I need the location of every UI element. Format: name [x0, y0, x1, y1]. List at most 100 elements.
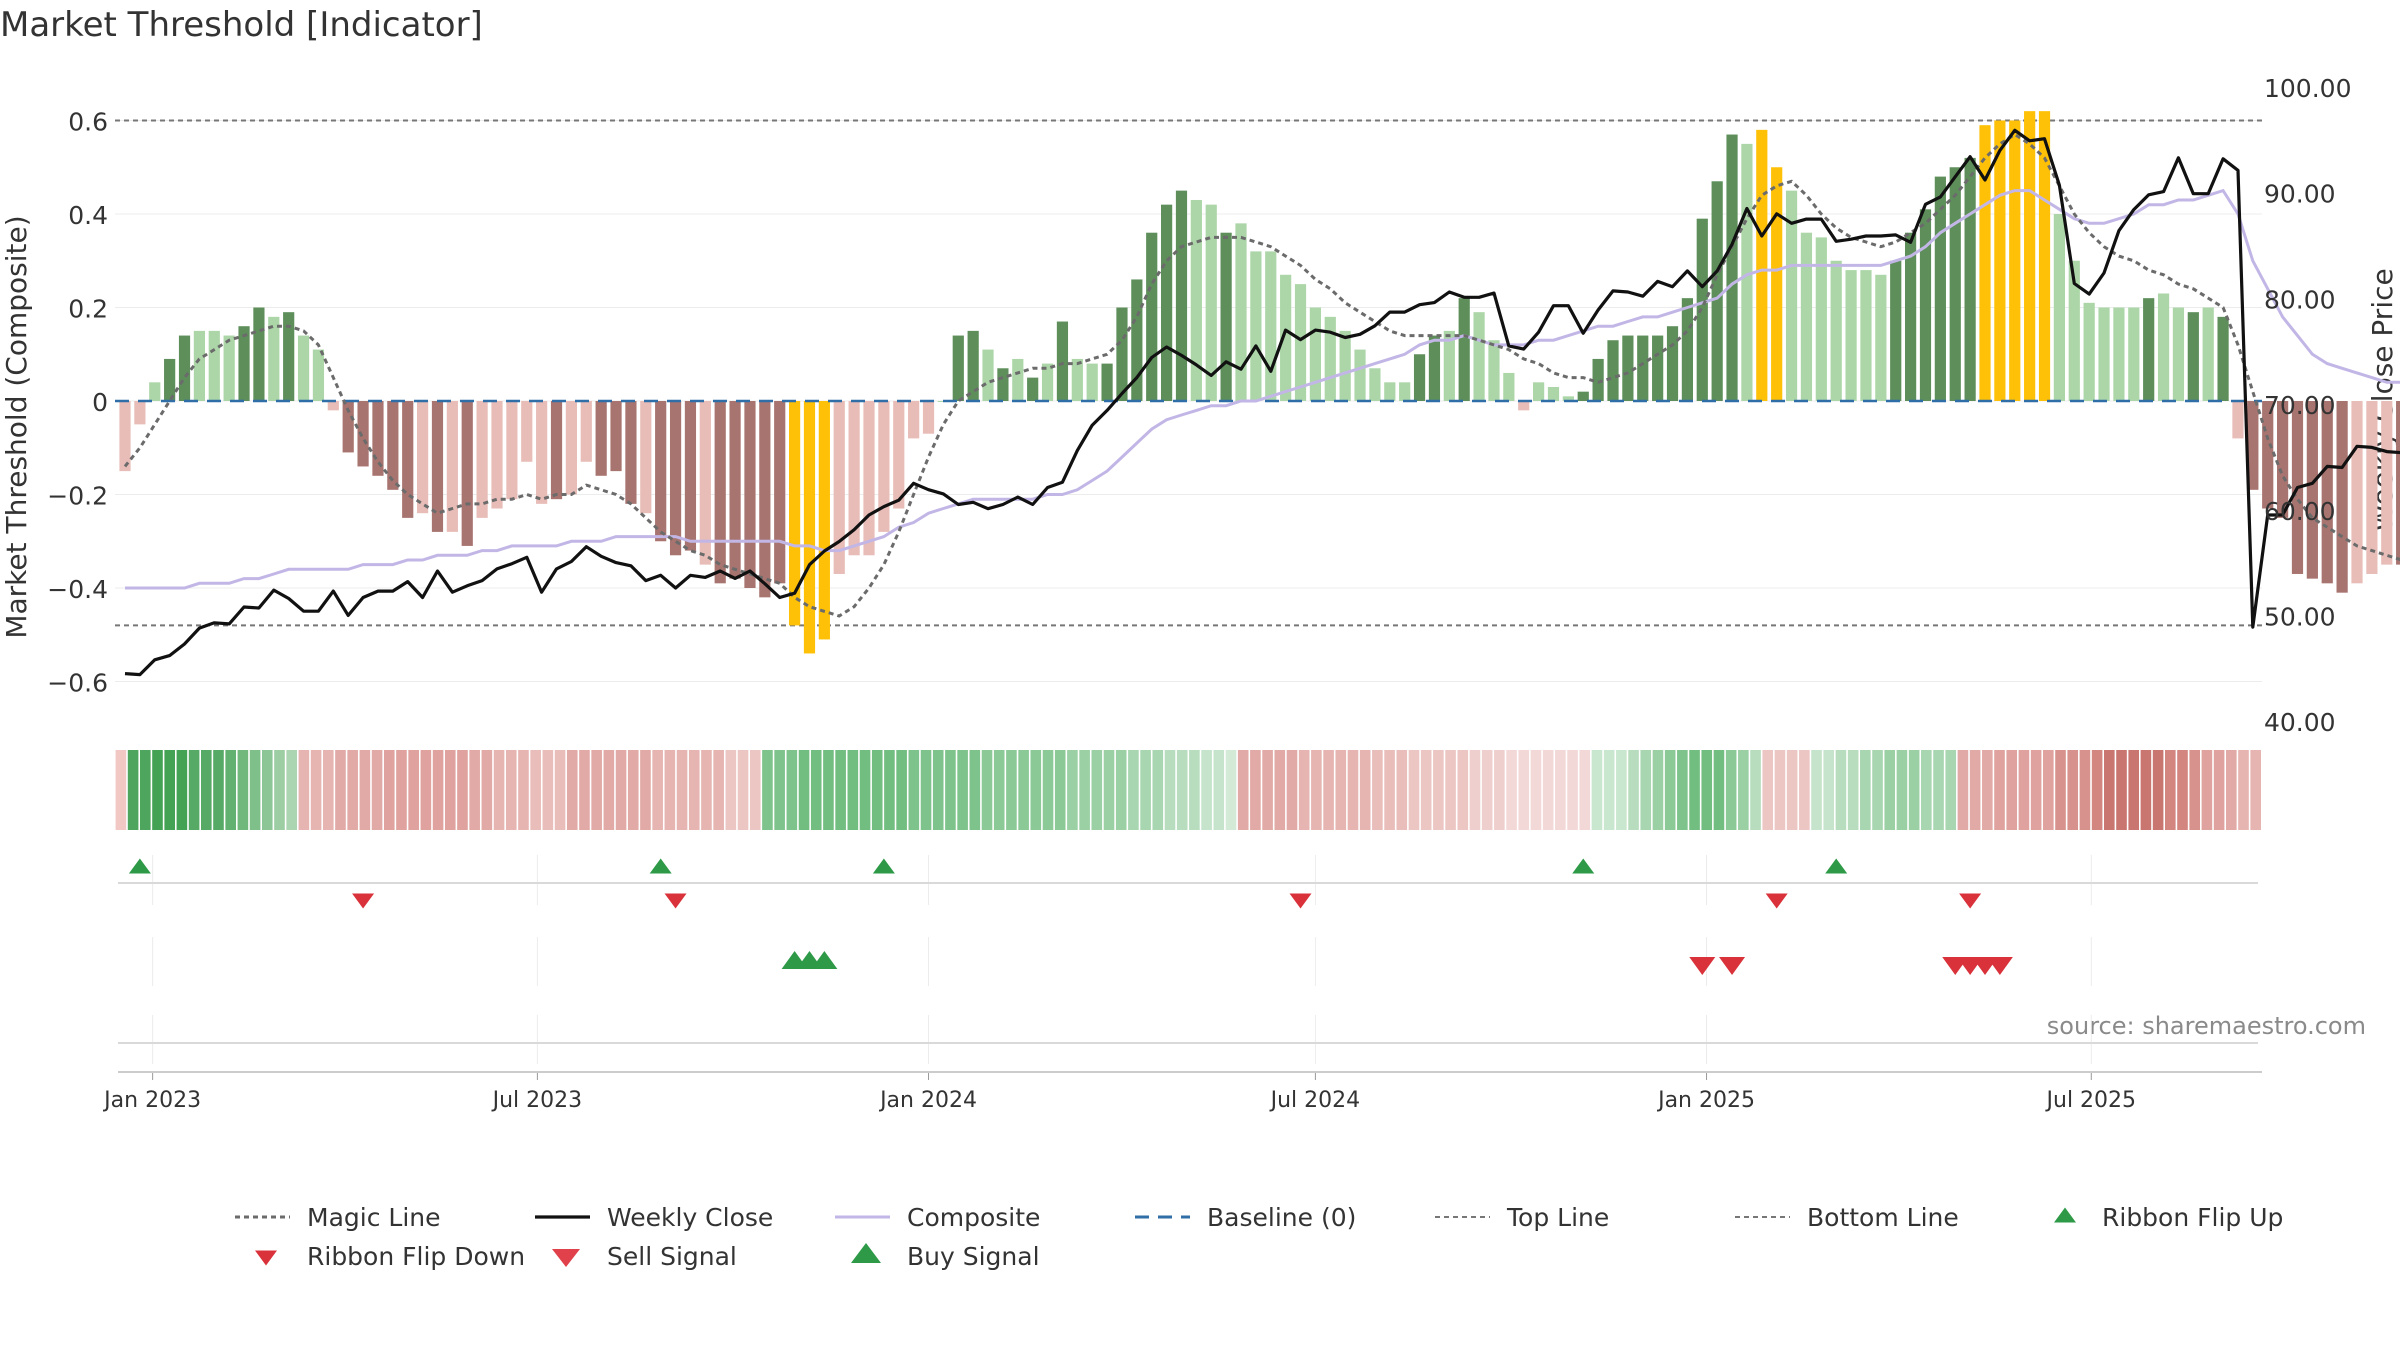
- composite-bar: [1622, 335, 1634, 401]
- ribbon-segment: [298, 750, 310, 830]
- ribbon-flip-down-marker: [352, 893, 375, 909]
- legend-flip-up-swatch: [2054, 1207, 2076, 1223]
- composite-bar: [2232, 401, 2244, 439]
- ribbon-segment: [408, 750, 419, 830]
- ribbon-segment: [542, 750, 554, 830]
- ribbon-segment: [176, 750, 188, 830]
- legend-flip-down-swatch: [255, 1250, 277, 1266]
- composite-bar: [1592, 358, 1604, 401]
- composite-bar: [893, 401, 905, 509]
- ribbon-segment: [2091, 750, 2103, 830]
- composite-bar: [1116, 307, 1128, 401]
- ribbon-segment: [1494, 750, 1505, 830]
- composite-bar: [2202, 307, 2214, 401]
- right-tick-label: 60.00: [2264, 497, 2336, 526]
- composite-bar: [878, 401, 890, 532]
- composite-bar: [372, 401, 384, 476]
- ribbon-segment: [1542, 750, 1554, 830]
- ribbon-segment: [1433, 750, 1444, 830]
- ribbon-segment: [383, 750, 395, 830]
- composite-bar: [848, 401, 860, 556]
- composite-bar: [550, 401, 563, 500]
- ribbon-segment: [749, 750, 761, 830]
- composite-bar: [461, 401, 473, 546]
- composite-bar: [863, 401, 875, 556]
- ribbon-segment: [945, 750, 956, 830]
- composite-bar: [1041, 363, 1054, 401]
- ribbon-segment: [2201, 750, 2213, 830]
- composite-bar: [1890, 260, 1902, 401]
- ribbon-segment: [1652, 750, 1664, 830]
- ribbon-segment: [1872, 750, 1883, 830]
- composite-bar: [2143, 298, 2155, 401]
- composite-bar: [922, 401, 935, 434]
- ribbon-flip-down-marker: [1959, 893, 1982, 909]
- ribbon-flip-up-marker: [1572, 858, 1595, 874]
- ribbon-segment: [835, 750, 846, 830]
- legend-label-magic: Magic Line: [307, 1203, 441, 1232]
- ribbon-segment: [2165, 750, 2176, 830]
- ribbon-segment: [591, 750, 602, 830]
- ribbon-segment: [676, 750, 688, 830]
- ribbon-segment: [652, 750, 663, 830]
- ribbon-segment: [1555, 750, 1566, 830]
- ribbon-segment: [1286, 750, 1298, 830]
- composite-bar: [2024, 111, 2036, 402]
- ribbon-segment: [274, 750, 285, 830]
- ribbon-segment: [2250, 750, 2261, 830]
- ribbon-segment: [200, 750, 212, 830]
- ribbon-segment: [1420, 750, 1432, 830]
- ribbon-segment: [1250, 750, 1261, 830]
- ribbon-segment: [164, 750, 175, 830]
- composite-bar: [327, 401, 339, 411]
- ribbon-segment: [1445, 750, 1456, 830]
- composite-bar: [1161, 204, 1173, 401]
- ribbon-segment: [1738, 750, 1749, 830]
- left-tick-label: −0.4: [47, 575, 108, 604]
- legend-sell-swatch: [552, 1249, 580, 1267]
- ribbon-flip-up-marker: [1825, 858, 1848, 874]
- ribbon-segment: [1835, 750, 1847, 830]
- left-tick-label: 0.2: [68, 295, 108, 324]
- ribbon-segment: [481, 750, 493, 830]
- ribbon-segment: [1018, 750, 1029, 830]
- composite-bar: [178, 335, 191, 401]
- left-tick-label: 0.4: [68, 201, 108, 230]
- ribbon-segment: [1982, 750, 1993, 830]
- ribbon-segment: [1006, 750, 1017, 830]
- ribbon-segment: [1042, 750, 1054, 830]
- sell-signal-marker: [1719, 957, 1746, 975]
- composite-bar: [1711, 181, 1723, 401]
- ribbon-segment: [286, 750, 297, 830]
- ribbon-segment: [139, 750, 151, 830]
- ribbon-segment: [1054, 750, 1066, 830]
- composite-bar: [1533, 382, 1545, 401]
- signal-markers: [128, 858, 2013, 975]
- composite-bar: [476, 401, 488, 518]
- ribbon-flip-up-marker: [872, 858, 895, 874]
- ribbon-segment: [1762, 750, 1774, 830]
- ribbon-segment: [896, 750, 907, 830]
- ribbon-segment: [347, 750, 358, 830]
- composite-bar: [1756, 129, 1768, 401]
- ribbon-segment: [884, 750, 895, 830]
- ribbon-segment: [1921, 750, 1932, 830]
- composite-bar: [565, 401, 577, 495]
- composite-bar: [119, 401, 131, 472]
- ribbon-segment: [1213, 750, 1225, 830]
- composite-bar: [1250, 251, 1262, 401]
- composite-bar: [1235, 223, 1247, 401]
- legend-label-bottom: Bottom Line: [1807, 1203, 1959, 1232]
- ribbon-segment: [725, 750, 737, 830]
- ribbon-segment: [1640, 750, 1652, 830]
- ribbon-segment: [127, 750, 139, 830]
- composite-bar: [1652, 335, 1664, 401]
- ribbon-segment: [2006, 750, 2018, 830]
- right-tick-label: 80.00: [2264, 285, 2336, 314]
- ribbon-segment: [1933, 750, 1944, 830]
- ribbon-segment: [1603, 750, 1615, 830]
- composite-bar: [521, 401, 533, 462]
- composite-bar: [1056, 321, 1069, 401]
- ribbon-segment: [249, 750, 261, 830]
- ribbon-segment: [1347, 750, 1359, 830]
